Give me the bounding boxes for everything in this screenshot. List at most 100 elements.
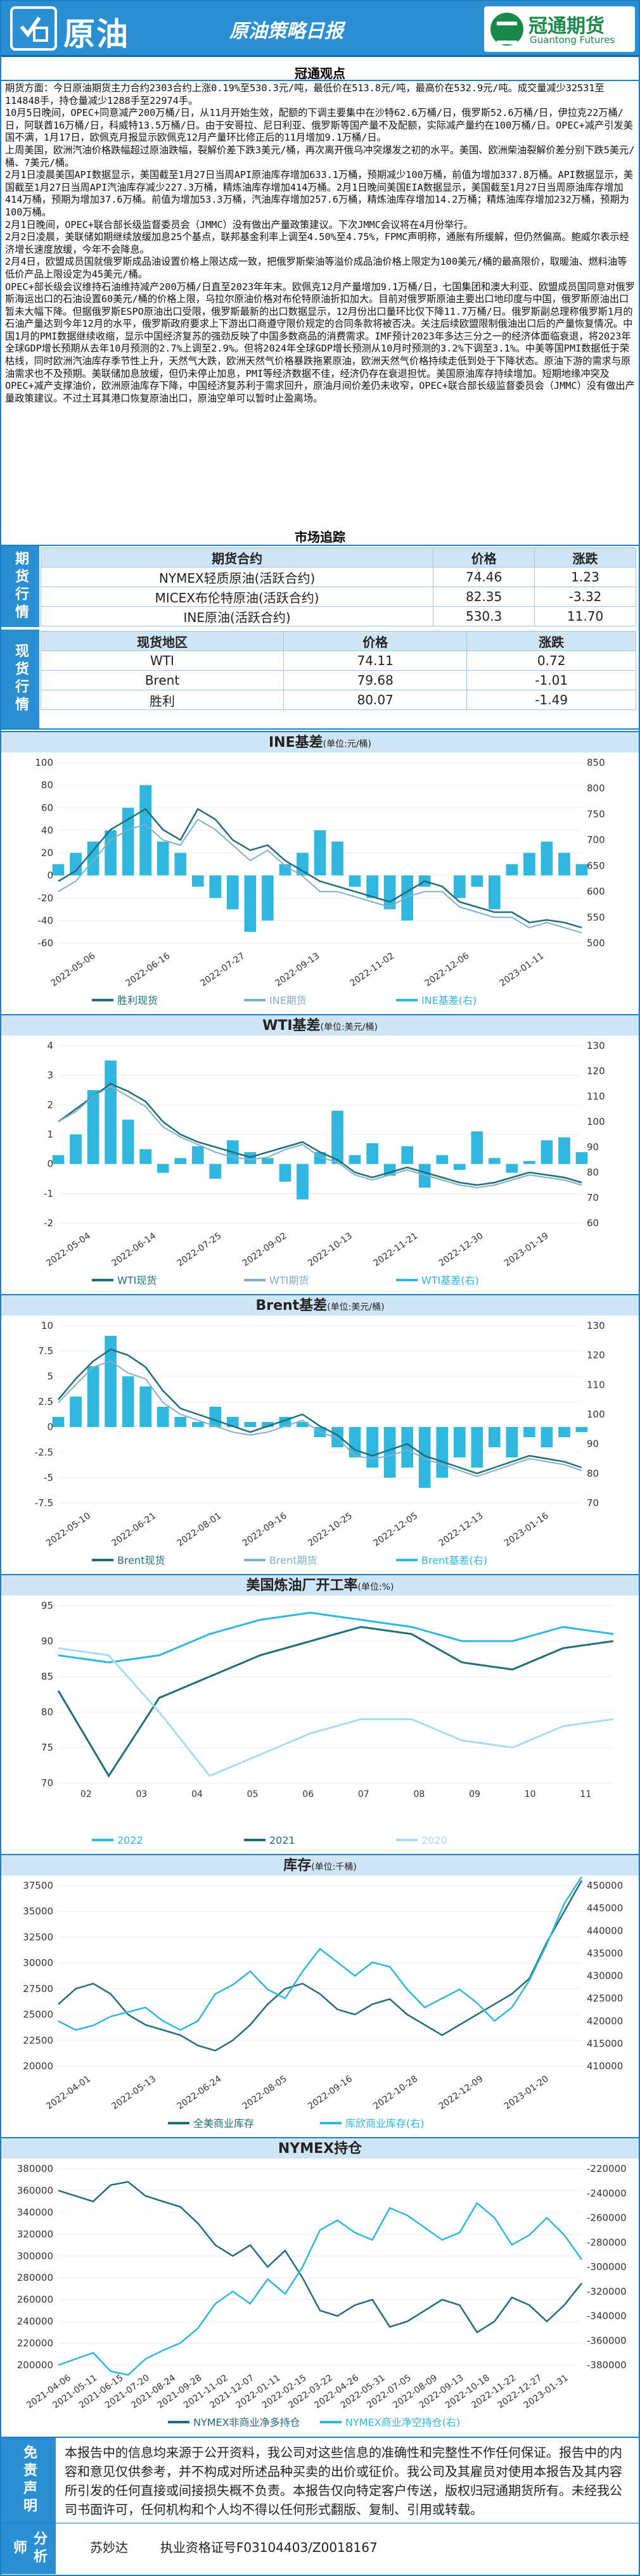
y2-tick-label: 750 — [587, 808, 605, 820]
futures-cell: -3.32 — [534, 587, 636, 607]
basis-bar — [541, 841, 553, 876]
futures-header-cell: 期货合约 — [40, 547, 434, 568]
x-tick-label: 2022-07-25 — [176, 1231, 224, 1269]
x-tick-label: 2022-10-25 — [306, 1511, 354, 1549]
report-subtitle: 原油策略日报 — [229, 20, 343, 42]
x-tick-label: 2022-12-05 — [371, 1511, 419, 1549]
basis-bar — [139, 1386, 151, 1427]
basis-bar — [331, 1427, 343, 1447]
view-section-title: 冠通观点 — [295, 66, 345, 81]
y2-tick-label: 70 — [587, 1192, 599, 1203]
basis-bar — [349, 1155, 361, 1164]
y2-tick-label: 80 — [587, 1167, 599, 1178]
view-text: 期货方面：今日原油期货主力合约2303合约上涨0.19%至530.3元/吨，最低… — [5, 82, 635, 404]
brand-mark-icon — [490, 13, 523, 46]
basis-bar — [122, 1119, 134, 1164]
chart-title-text: 库存 — [283, 1858, 312, 1874]
y-tick-label: 70 — [41, 1777, 53, 1789]
legend-label: Brent基差(右) — [421, 1554, 487, 1566]
commercial-line — [58, 2202, 583, 2376]
y2-tick-label: 415000 — [587, 2038, 623, 2049]
futures-header-cell: 价格 — [433, 547, 535, 568]
y-tick-label: 22500 — [23, 2034, 53, 2046]
y-tick-label: 260000 — [17, 2294, 53, 2306]
x-tick-label: 2022-05-10 — [44, 1511, 93, 1549]
legend-label: 2022 — [117, 1834, 143, 1846]
basis-bar — [174, 1417, 187, 1427]
basis-bar — [209, 875, 222, 898]
basis-bar — [558, 1427, 570, 1437]
futures-cell: 74.46 — [433, 567, 535, 587]
analyst-block: 分析师 苏妙达 执业资格证号F03104403/Z0018167 — [1, 2523, 639, 2575]
y-tick-label: 280000 — [17, 2272, 53, 2283]
legend-label: WTI现货 — [117, 1274, 157, 1286]
spot-cell: WTI — [41, 650, 284, 671]
basis-bar — [401, 1146, 413, 1164]
y2-tick-label: -220000 — [587, 2163, 627, 2174]
chart-title-brent: Brent基差(单位:美元/桶) — [1, 1294, 639, 1316]
y2-tick-label: 130 — [587, 1040, 605, 1051]
spot-side-label: 现货行情 — [1, 630, 39, 728]
y-tick-label: 25000 — [23, 2009, 53, 2021]
x-tick-label: 09 — [469, 1789, 480, 1799]
x-tick-label: 2022-06-21 — [110, 1511, 158, 1549]
spot-line — [58, 808, 582, 929]
y-tick-label: 2.5 — [38, 1396, 53, 1407]
legend-label: WTI基差(右) — [421, 1274, 479, 1286]
basis-bar — [453, 875, 466, 898]
y-tick-label: 5 — [47, 1371, 53, 1382]
y2-tick-label: 420000 — [587, 2015, 623, 2027]
basis-bar — [105, 830, 117, 876]
basis-bar — [489, 875, 501, 910]
disclaimer: 免责声明 本报告中的信息均来源于公开资料，我公司对这些信息的准确性和完整性不作任… — [1, 2437, 639, 2523]
y2-tick-label: 110 — [587, 1379, 605, 1390]
y2-tick-label: 550 — [587, 911, 605, 923]
y-tick-label: -40 — [38, 915, 54, 926]
y-tick-label: 30000 — [23, 1957, 53, 1969]
y2-tick-label: 100 — [587, 1409, 605, 1420]
y-tick-label: -60 — [38, 937, 54, 949]
y2-tick-label: 500 — [587, 937, 605, 949]
x-tick-label: 2022-07-27 — [198, 951, 246, 989]
x-tick-label: 2022-11-21 — [371, 1231, 419, 1269]
basis-bar — [523, 1161, 535, 1164]
basis-bar — [105, 1060, 117, 1164]
futures-cell: MICEX布伦特原油(活跃合约) — [40, 587, 434, 607]
brand-logo: 冠通期货 Guantong Futures — [484, 6, 635, 52]
y2-tick-label: 425000 — [587, 1993, 623, 2004]
x-tick-label: 2022-05-06 — [49, 951, 97, 989]
y-tick-label: 340000 — [17, 2207, 53, 2218]
x-tick-label: 2023-01-19 — [502, 1231, 551, 1269]
chart-unit: (单位:美元/桶) — [320, 1022, 378, 1032]
futures-header-cell: 涨跌 — [534, 547, 636, 568]
report-header: 原油 原油策略日报 冠通期货 Guantong Futures — [1, 1, 639, 57]
y2-tick-label: 60 — [587, 1217, 599, 1229]
basis-bar — [506, 1164, 518, 1173]
y-tick-label: 380000 — [17, 2163, 53, 2174]
x-tick-label: 2022-09-02 — [241, 1231, 289, 1269]
y2-tick-label: -260000 — [587, 2212, 627, 2224]
spot-line — [58, 1348, 582, 1475]
x-tick-label: 2022-10-13 — [306, 1231, 354, 1269]
basis-bar — [209, 1407, 222, 1427]
chart-brent: -7.5 -5 -2.5 0 2.5 5 7.5 10 70 80 90 100 110 120 130 20… — [35, 1320, 605, 1566]
y-tick-label: -20 — [38, 892, 54, 904]
y-tick-label: 4 — [47, 1040, 53, 1051]
chart-unit: (单位:元/桶) — [323, 739, 371, 749]
y2-tick-label: 450000 — [587, 1880, 623, 1891]
x-tick-label: 02 — [80, 1789, 92, 1799]
basis-bar — [209, 1164, 222, 1179]
basis-bar — [453, 1427, 466, 1457]
y-tick-label: -5 — [44, 1472, 53, 1483]
basis-bar — [383, 1427, 396, 1478]
y2-tick-label: 130 — [587, 1320, 605, 1331]
noncommercial-line — [58, 2181, 582, 2334]
basis-bar — [87, 841, 99, 876]
legend-label: Brent期货 — [269, 1554, 317, 1566]
analyst-cert: 执业资格证号F03104403/Z0018167 — [160, 2540, 378, 2555]
y-tick-label: 300000 — [17, 2250, 53, 2262]
legend-label: 胜利现货 — [117, 994, 158, 1006]
basis-bar — [105, 1336, 117, 1427]
y2-tick-label: 435000 — [587, 1948, 623, 1959]
y-tick-label: 1 — [47, 1129, 53, 1140]
